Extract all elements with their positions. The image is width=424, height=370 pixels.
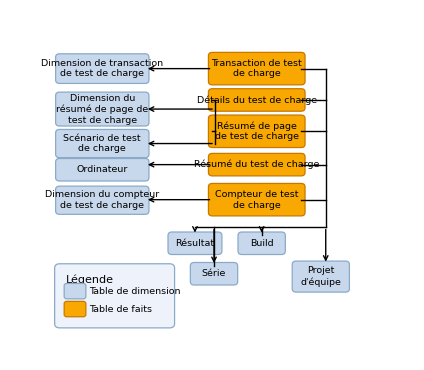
FancyBboxPatch shape xyxy=(168,232,222,255)
Text: Résumé du test de charge: Résumé du test de charge xyxy=(194,160,319,169)
FancyBboxPatch shape xyxy=(209,89,305,111)
FancyBboxPatch shape xyxy=(292,261,349,292)
Text: Dimension du compteur
de test de charge: Dimension du compteur de test de charge xyxy=(45,191,159,210)
Text: Ordinateur: Ordinateur xyxy=(77,165,128,174)
Text: Scénario de test
de charge: Scénario de test de charge xyxy=(64,134,141,154)
FancyBboxPatch shape xyxy=(55,264,175,328)
FancyBboxPatch shape xyxy=(209,53,305,85)
FancyBboxPatch shape xyxy=(238,232,285,255)
FancyBboxPatch shape xyxy=(209,184,305,216)
FancyBboxPatch shape xyxy=(56,54,149,83)
Text: Détails du test de charge: Détails du test de charge xyxy=(197,95,317,105)
Text: Légende: Légende xyxy=(65,274,114,285)
Text: Build: Build xyxy=(250,239,273,248)
FancyBboxPatch shape xyxy=(56,92,149,126)
FancyBboxPatch shape xyxy=(190,262,238,285)
Text: Dimension de transaction
de test de charge: Dimension de transaction de test de char… xyxy=(41,59,163,78)
FancyBboxPatch shape xyxy=(209,154,305,176)
Text: Résumé de page
de test de charge: Résumé de page de test de charge xyxy=(215,121,299,141)
Text: Projet
d'équipe: Projet d'équipe xyxy=(300,266,341,287)
Text: Table de faits: Table de faits xyxy=(89,305,152,313)
FancyBboxPatch shape xyxy=(209,115,305,148)
FancyBboxPatch shape xyxy=(56,186,149,214)
Text: Table de dimension: Table de dimension xyxy=(89,287,181,296)
Text: Transaction de test
de charge: Transaction de test de charge xyxy=(211,59,302,78)
Text: Compteur de test
de charge: Compteur de test de charge xyxy=(215,190,298,209)
Text: Série: Série xyxy=(202,269,226,278)
FancyBboxPatch shape xyxy=(56,130,149,158)
FancyBboxPatch shape xyxy=(64,302,86,317)
Text: Résultat: Résultat xyxy=(176,239,215,248)
FancyBboxPatch shape xyxy=(64,283,86,299)
FancyBboxPatch shape xyxy=(56,158,149,181)
Text: Dimension du
résumé de page de
test de charge: Dimension du résumé de page de test de c… xyxy=(56,94,148,125)
